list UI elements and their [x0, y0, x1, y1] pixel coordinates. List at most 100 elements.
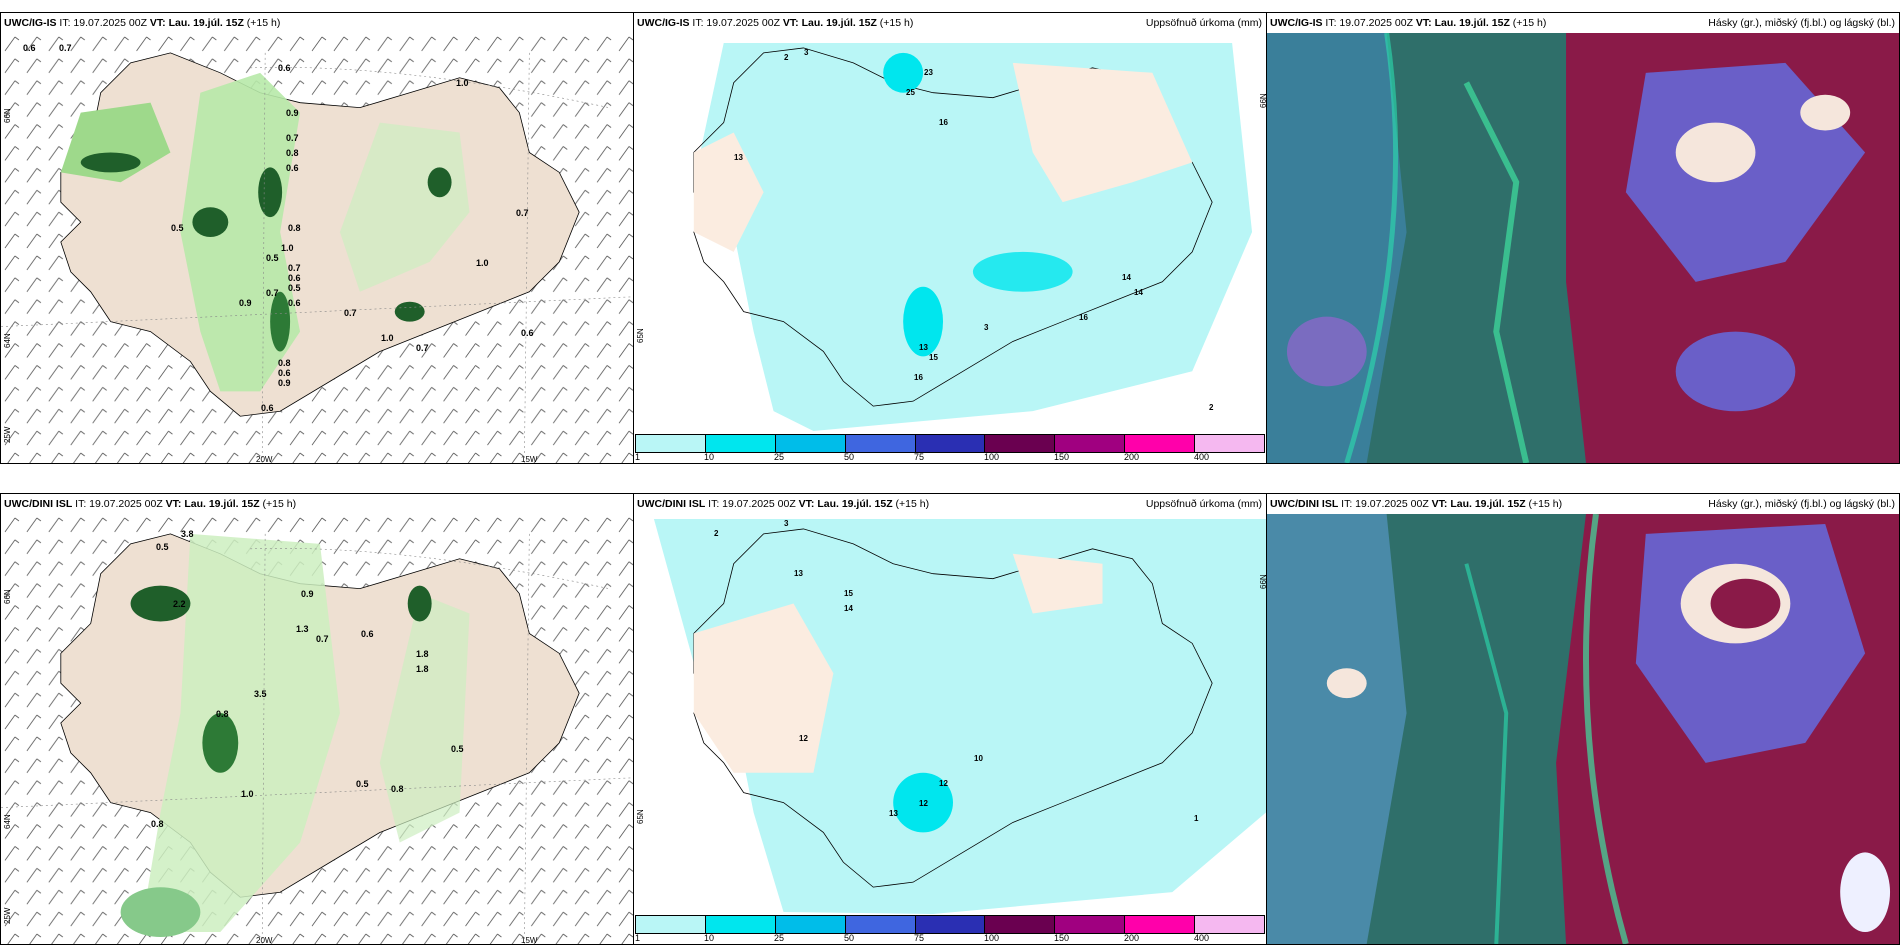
precip-label: 2.2: [173, 599, 186, 609]
init-time: IT: 19.07.2025 00Z: [708, 498, 796, 510]
precip-label: 0.8: [216, 709, 229, 719]
precip-label: 0.6: [361, 629, 374, 639]
accum-label: 1: [1194, 814, 1199, 823]
panel-title: Hásky (gr.), miðský (fj.bl.) og lágský (…: [1708, 498, 1895, 510]
model-source: UWC/DINI ISL: [4, 498, 73, 510]
lead-time: (+15 h): [246, 17, 281, 29]
precip-label: 0.5: [156, 542, 169, 552]
panel-accum-precip-bottom: UWC/DINI ISL IT: 19.07.2025 00Z VT: Lau.…: [633, 493, 1267, 945]
precip-label: 0.7: [266, 288, 279, 298]
model-source: UWC/DINI ISL: [1270, 498, 1339, 510]
colorbar-label: 100: [984, 452, 1000, 462]
precip-label: 0.9: [278, 378, 291, 388]
accum-label: 12: [799, 734, 808, 743]
map-accum-precip[interactable]: 2 3 23 25 13 16 13 15 16 16 14 14 2 3: [634, 33, 1266, 433]
map-svg: [1267, 33, 1899, 463]
precip-label: 0.6: [278, 368, 291, 378]
precip-label: 0.6: [261, 403, 274, 413]
map-accum-precip[interactable]: 3 2 13 15 14 10 12 13 12 12 1: [634, 514, 1266, 914]
precip-label: 0.8: [286, 148, 299, 158]
accum-label: 3: [804, 48, 809, 57]
lead-time: (+15 h): [1512, 17, 1547, 29]
panel-header: UWC/IG-IS IT: 19.07.2025 00Z VT: Lau. 19…: [1, 13, 633, 33]
map-svg: [1267, 514, 1899, 944]
colorbar-swatch: [1195, 435, 1265, 452]
accum-label: 3: [784, 519, 789, 528]
accum-value-labels: 2 3 23 25 13 16 13 15 16 16 14 14 2 3: [634, 33, 1266, 433]
precip-label: 0.6: [521, 328, 534, 338]
colorbar-label: 150: [1054, 933, 1070, 943]
map-svg: [1, 514, 633, 944]
precip-label: 1.0: [476, 258, 489, 268]
panel-cloud-top: UWC/IG-IS IT: 19.07.2025 00Z VT: Lau. 19…: [1266, 12, 1900, 464]
panel-wind-precip-top: UWC/IG-IS IT: 19.07.2025 00Z VT: Lau. 19…: [0, 12, 634, 464]
iceland-land: [693, 528, 1213, 888]
colorbar-swatch: [1055, 916, 1126, 933]
panel-header: UWC/DINI ISL IT: 19.07.2025 00Z VT: Lau.…: [1, 494, 633, 514]
precip-label: 0.6: [286, 163, 299, 173]
precip-label: 1.0: [281, 243, 294, 253]
panel-header: UWC/DINI ISL IT: 19.07.2025 00Z VT: Lau.…: [634, 494, 1266, 514]
colorbar-swatch: [845, 916, 916, 933]
precip-label: 3.5: [254, 689, 267, 699]
grid-label-lat66: 66N: [1259, 93, 1267, 108]
colorbar-swatch: [985, 916, 1056, 933]
colorbar-swatch: [636, 916, 706, 933]
accum-label: 13: [889, 809, 898, 818]
precip-label: 0.9: [239, 298, 252, 308]
colorbar-swatch: [775, 435, 846, 452]
accum-label: 16: [1079, 313, 1088, 322]
colorbar: 1 10 25 50 75 100 150 200 400: [634, 433, 1266, 463]
map-cloud[interactable]: [1267, 33, 1899, 463]
lead-time: (+15 h): [1528, 498, 1563, 510]
precip-label: 0.7: [516, 208, 529, 218]
colorbar-label: 50: [844, 452, 855, 462]
colorbar-swatch: [705, 435, 776, 452]
accum-value-labels: 3 2 13 15 14 10 12 13 12 12 1: [634, 514, 1266, 914]
valid-time: VT: Lau. 19.júl. 15Z: [165, 498, 260, 510]
grid-label-lat66: 66N: [3, 108, 12, 123]
grid-label-lon25: 25W: [3, 426, 12, 443]
panel-title: Uppsöfnuð úrkoma (mm): [1145, 498, 1262, 510]
precip-label: 0.7: [416, 343, 429, 353]
map-svg: [634, 33, 1266, 433]
colorbar-swatch: [1125, 916, 1196, 933]
precip-label: 1.8: [416, 664, 429, 674]
grid-label-lat66: 66N: [1259, 574, 1267, 589]
accum-label: 3: [984, 323, 989, 332]
precip-label: 0.5: [171, 223, 184, 233]
precip-label: 1.0: [456, 78, 469, 88]
accum-label: 25: [906, 88, 915, 97]
grid-label-lon15: 15W: [521, 455, 538, 464]
precip-label: 0.7: [288, 263, 301, 273]
map-wind-precip[interactable]: 0.6 0.7 0.6 0.5 1.0 0.9 0.7 0.5 0.8 0.7 …: [1, 33, 633, 463]
precip-label: 1.8: [416, 649, 429, 659]
panel-wind-precip-bottom: UWC/DINI ISL IT: 19.07.2025 00Z VT: Lau.…: [0, 493, 634, 945]
accum-label: 2: [714, 529, 719, 538]
colorbar: 1 10 25 50 75 100 150 200 400: [634, 914, 1266, 944]
precip-label: 0.7: [286, 133, 299, 143]
colorbar-label: 150: [1054, 452, 1070, 462]
valid-time: VT: Lau. 19.júl. 15Z: [798, 498, 893, 510]
model-source: UWC/IG-IS: [1270, 17, 1323, 29]
grid-label-lat64: 64N: [3, 333, 12, 348]
colorbar-swatches: [635, 915, 1265, 934]
precip-label: 0.5: [266, 253, 279, 263]
map-cloud[interactable]: [1267, 514, 1899, 944]
grid-label-lat64: 64N: [3, 814, 12, 829]
init-time: IT: 19.07.2025 00Z: [75, 498, 163, 510]
precip-label: 0.6: [278, 63, 291, 73]
panel-header: UWC/IG-IS IT: 19.07.2025 00Z VT: Lau. 19…: [1267, 13, 1899, 33]
init-time: IT: 19.07.2025 00Z: [1325, 17, 1413, 29]
precip-value-labels: 3.8 0.5 2.2 0.9 1.3 0.7 0.6 1.8 1.8 3.5 …: [1, 514, 633, 944]
precip-label: 1.0: [381, 333, 394, 343]
colorbar-swatch: [1195, 916, 1265, 933]
colorbar-swatch: [705, 916, 776, 933]
accum-label: 12: [919, 799, 928, 808]
map-wind-precip[interactable]: 3.8 0.5 2.2 0.9 1.3 0.7 0.6 1.8 1.8 3.5 …: [1, 514, 633, 944]
colorbar-label: 50: [844, 933, 855, 943]
precip-label: 0.6: [23, 43, 36, 53]
grid-label-lon20: 20W: [256, 455, 273, 464]
colorbar-label: 100: [984, 933, 1000, 943]
map-svg: [1, 33, 633, 463]
